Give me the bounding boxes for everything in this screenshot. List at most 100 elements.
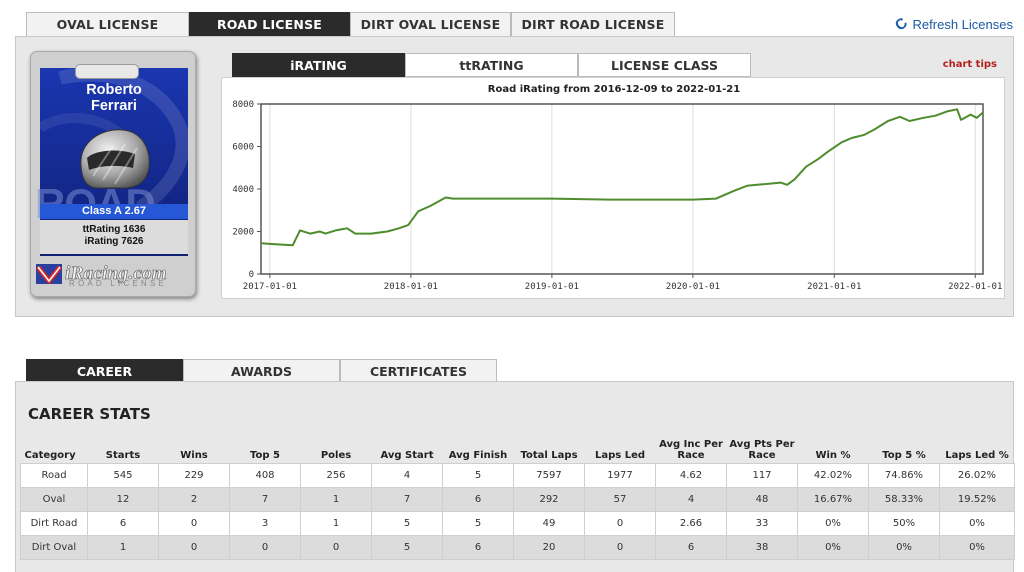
card-ratings: ttRating 1636 iRating 7626 (40, 220, 188, 254)
column-header: Avg Inc Per Race (659, 438, 723, 461)
column-header: Poles (320, 449, 352, 461)
table-cell: 2.66 (655, 510, 727, 536)
table-row: Road 545 229 408 256 4 5 7597 1977 4.62 117 42.02% 7… (20, 462, 1015, 488)
chart-canvas: 2017-01-01 2018-01-01 2019-01-01 2020-01-01… (232, 100, 1002, 292)
table-cell: 26.02% (939, 462, 1015, 488)
tab-certificates[interactable]: CERTIFICATES (340, 359, 497, 382)
x-tick-label: 2018-01-01 (384, 282, 438, 292)
column-header: Top 5 (250, 449, 280, 461)
table-cell: 48 (726, 486, 798, 512)
column-header: Top 5 % (882, 449, 926, 461)
table-cell: 1 (300, 510, 372, 536)
table-cell: 38 (726, 534, 798, 560)
table-cell: 0% (797, 510, 869, 536)
table-cell: 408 (229, 462, 301, 488)
table-cell: 33 (726, 510, 798, 536)
career-panel: CAREER STATS Category Starts Wins Top 5 Pole… (15, 381, 1015, 572)
table-cell: 49 (513, 510, 585, 536)
table-cell: 58.33% (868, 486, 940, 512)
refresh-licenses-link[interactable]: C Refresh Licenses (892, 15, 1013, 35)
table-cell: Oval (20, 486, 88, 512)
table-cell: 7 (229, 486, 301, 512)
table-cell: 12 (87, 486, 159, 512)
column-header: Laps Led % (945, 449, 1009, 461)
table-cell: 292 (513, 486, 585, 512)
table-cell: 4 (371, 462, 443, 488)
career-stats-table: Category Starts Wins Top 5 Poles Avg Start Avg… (20, 433, 1015, 560)
table-cell: 1 (87, 534, 159, 560)
table-cell: 57 (584, 486, 656, 512)
table-cell: 0 (584, 510, 656, 536)
tab-ttrating[interactable]: ttRATING (405, 53, 578, 77)
table-cell: 0 (300, 534, 372, 560)
career-tabs: CAREER AWARDS CERTIFICATES (26, 359, 497, 382)
table-cell: 256 (300, 462, 372, 488)
y-tick-label: 8000 (232, 100, 254, 110)
column-header: Category (24, 449, 76, 461)
y-tick-label: 2000 (232, 228, 254, 238)
table-cell: 0 (229, 534, 301, 560)
table-cell: 1 (300, 486, 372, 512)
plot-frame (260, 103, 984, 275)
table-cell: 7 (371, 486, 443, 512)
table-cell: Dirt Road (20, 510, 88, 536)
table-cell: 0 (158, 510, 230, 536)
x-tick-label: 2019-01-01 (525, 282, 579, 292)
chart-tabs: iRATING ttRATING LICENSE CLASS (232, 53, 751, 77)
card-irating: iRating 7626 (84, 236, 144, 247)
tab-dirt-oval-license[interactable]: DIRT OVAL LICENSE (350, 12, 511, 36)
table-cell: 50% (868, 510, 940, 536)
table-cell: 42.02% (797, 462, 869, 488)
table-cell: 4 (655, 486, 727, 512)
logo-flag-icon (36, 264, 62, 284)
logo-subtext: ROAD LICENSE (69, 279, 167, 288)
table-cell: 117 (726, 462, 798, 488)
column-header: Total Laps (520, 449, 578, 461)
table-cell: 0 (158, 534, 230, 560)
table-cell: 16.67% (797, 486, 869, 512)
y-tick-label: 4000 (232, 185, 254, 195)
table-cell: 20 (513, 534, 585, 560)
table-cell: 0% (868, 534, 940, 560)
column-header: Avg Start (380, 449, 434, 461)
table-cell: 1977 (584, 462, 656, 488)
refresh-icon: C (891, 14, 911, 35)
table-cell: 19.52% (939, 486, 1015, 512)
table-cell: 6 (442, 486, 514, 512)
table-cell: 229 (158, 462, 230, 488)
license-class-band: Class A 2.67 (40, 204, 188, 219)
column-header: Starts (105, 449, 141, 461)
x-tick-label: 2020-01-01 (666, 282, 720, 292)
tab-dirt-road-license[interactable]: DIRT ROAD LICENSE (511, 12, 675, 36)
table-row: Dirt Oval 1 0 0 0 5 6 20 0 6 38 0% 0% 0% (20, 534, 1015, 560)
tab-awards[interactable]: AWARDS (183, 359, 340, 382)
helmet-icon (80, 129, 150, 189)
table-row: Oval 12 2 7 1 7 6 292 57 4 48 16.67% 58.33% 19.52% (20, 486, 1015, 512)
license-panel: ROAD Roberto Ferrari Class A 2.67 ttRati… (15, 36, 1014, 317)
license-tabs: OVAL LICENSE ROAD LICENSE DIRT OVAL LICE… (26, 12, 675, 36)
card-ttrating: ttRating 1636 (82, 224, 146, 235)
tab-career[interactable]: CAREER (26, 359, 183, 382)
table-row: Dirt Road 6 0 3 1 5 5 49 0 2.66 33 0% 50% 0% (20, 510, 1015, 536)
table-cell: 0% (939, 510, 1015, 536)
chart-tips-link[interactable]: chart tips (942, 59, 997, 70)
tab-irating[interactable]: iRATING (232, 53, 405, 77)
tab-license-class[interactable]: LICENSE CLASS (578, 53, 751, 77)
column-header: Avg Pts Per Race (729, 438, 795, 461)
driver-first-name: Roberto (86, 82, 142, 98)
column-header: Laps Led (594, 449, 646, 461)
table-cell: Road (20, 462, 88, 488)
chart-title: Road iRating from 2016-12-09 to 2022-01-… (487, 84, 741, 95)
x-tick-label: 2021-01-01 (807, 282, 861, 292)
table-cell: 5 (371, 534, 443, 560)
column-header: Wins (180, 449, 208, 461)
x-tick-label: 2022-01-01 (948, 282, 1002, 292)
table-cell: 4.62 (655, 462, 727, 488)
column-header: Avg Finish (448, 449, 508, 461)
iracing-logo: iRacing.com ROAD LICENSE (36, 262, 190, 288)
tab-oval-license[interactable]: OVAL LICENSE (26, 12, 189, 36)
table-cell: 3 (229, 510, 301, 536)
column-header: Win % (815, 449, 851, 461)
logo-text: iRacing.com (65, 263, 167, 285)
tab-road-license[interactable]: ROAD LICENSE (189, 12, 350, 36)
